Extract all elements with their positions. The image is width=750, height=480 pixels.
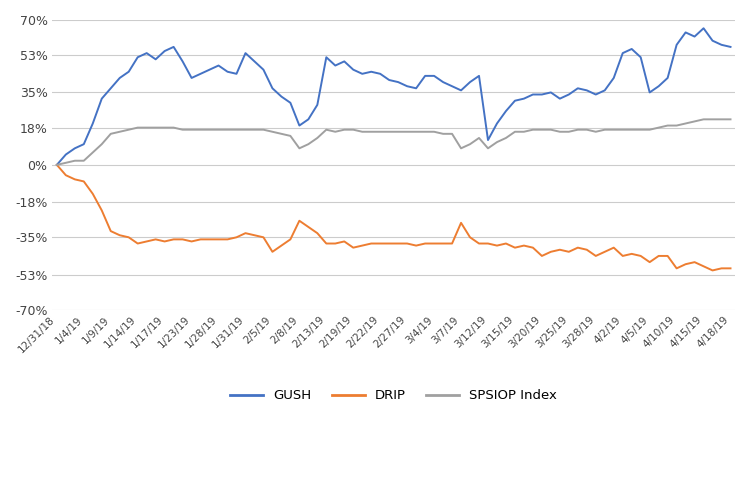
Legend: GUSH, DRIP, SPSIOP Index: GUSH, DRIP, SPSIOP Index [225,384,562,408]
